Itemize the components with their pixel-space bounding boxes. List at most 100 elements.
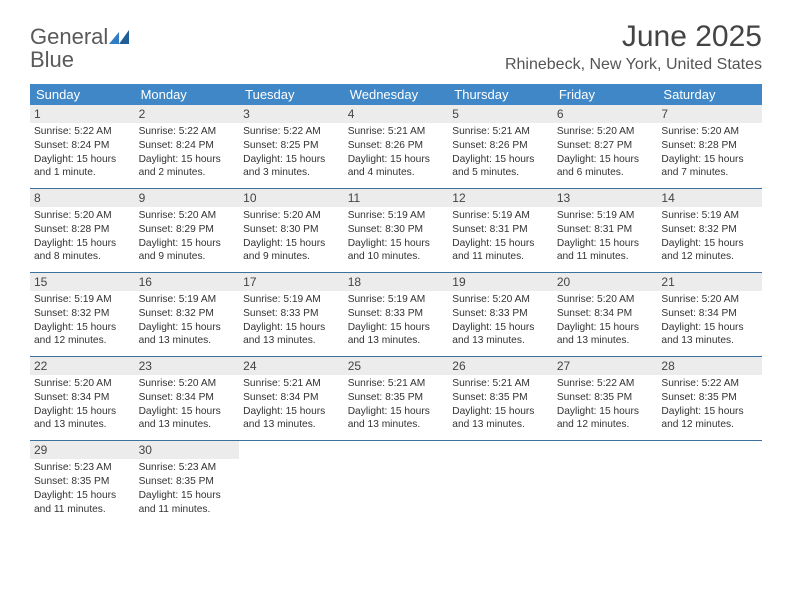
sunset-line: Sunset: 8:28 PM (661, 139, 758, 153)
day-info: Sunrise: 5:19 AMSunset: 8:32 PMDaylight:… (139, 293, 236, 348)
day-number: 30 (135, 441, 240, 459)
day-info: Sunrise: 5:22 AMSunset: 8:35 PMDaylight:… (557, 377, 654, 432)
sunrise-line: Sunrise: 5:20 AM (243, 209, 340, 223)
day-info: Sunrise: 5:20 AMSunset: 8:29 PMDaylight:… (139, 209, 236, 264)
day-number: 11 (344, 189, 449, 207)
day-number: 3 (239, 105, 344, 123)
day-cell: 25Sunrise: 5:21 AMSunset: 8:35 PMDayligh… (344, 357, 449, 434)
sunrise-line: Sunrise: 5:21 AM (452, 377, 549, 391)
daylight-line: Daylight: 15 hours and 13 minutes. (348, 321, 445, 349)
daylight-line: Daylight: 15 hours and 7 minutes. (661, 153, 758, 181)
daylight-line: Daylight: 15 hours and 11 minutes. (139, 489, 236, 517)
day-cell (657, 441, 762, 518)
day-info: Sunrise: 5:22 AMSunset: 8:24 PMDaylight:… (34, 125, 131, 180)
day-number: 5 (448, 105, 553, 123)
day-cell: 10Sunrise: 5:20 AMSunset: 8:30 PMDayligh… (239, 189, 344, 266)
sunset-line: Sunset: 8:28 PM (34, 223, 131, 237)
week-row: 29Sunrise: 5:23 AMSunset: 8:35 PMDayligh… (30, 441, 762, 524)
week-row: 8Sunrise: 5:20 AMSunset: 8:28 PMDaylight… (30, 189, 762, 273)
day-cell: 8Sunrise: 5:20 AMSunset: 8:28 PMDaylight… (30, 189, 135, 266)
day-number: 26 (448, 357, 553, 375)
sunset-line: Sunset: 8:25 PM (243, 139, 340, 153)
day-number: 15 (30, 273, 135, 291)
day-cell: 19Sunrise: 5:20 AMSunset: 8:33 PMDayligh… (448, 273, 553, 350)
daylight-line: Daylight: 15 hours and 10 minutes. (348, 237, 445, 265)
day-info: Sunrise: 5:19 AMSunset: 8:32 PMDaylight:… (661, 209, 758, 264)
daylight-line: Daylight: 15 hours and 12 minutes. (661, 237, 758, 265)
day-cell: 24Sunrise: 5:21 AMSunset: 8:34 PMDayligh… (239, 357, 344, 434)
daylight-line: Daylight: 15 hours and 5 minutes. (452, 153, 549, 181)
day-info: Sunrise: 5:21 AMSunset: 8:35 PMDaylight:… (452, 377, 549, 432)
weekday-header: Sunday (30, 84, 135, 105)
sunset-line: Sunset: 8:31 PM (557, 223, 654, 237)
day-cell: 9Sunrise: 5:20 AMSunset: 8:29 PMDaylight… (135, 189, 240, 266)
day-info: Sunrise: 5:21 AMSunset: 8:34 PMDaylight:… (243, 377, 340, 432)
daylight-line: Daylight: 15 hours and 13 minutes. (243, 321, 340, 349)
day-cell: 6 Sunrise: 5:20 AMSunset: 8:27 PMDaylight… (553, 105, 658, 182)
daylight-line: Daylight: 15 hours and 6 minutes. (557, 153, 654, 181)
week-row: 15Sunrise: 5:19 AMSunset: 8:32 PMDayligh… (30, 273, 762, 357)
day-number: 14 (657, 189, 762, 207)
sunrise-line: Sunrise: 5:22 AM (139, 125, 236, 139)
day-info: Sunrise: 5:22 AMSunset: 8:25 PMDaylight:… (243, 125, 340, 180)
day-cell: 21Sunrise: 5:20 AMSunset: 8:34 PMDayligh… (657, 273, 762, 350)
day-number: 6 (553, 105, 658, 123)
day-info: Sunrise: 5:21 AMSunset: 8:35 PMDaylight:… (348, 377, 445, 432)
daylight-line: Daylight: 15 hours and 1 minute. (34, 153, 131, 181)
weekday-header: Saturday (657, 84, 762, 105)
brand-name-a: General (30, 24, 108, 49)
day-info: Sunrise: 5:19 AMSunset: 8:30 PMDaylight:… (348, 209, 445, 264)
day-number: 13 (553, 189, 658, 207)
brand-logo: General Blue (30, 20, 129, 72)
daylight-line: Daylight: 15 hours and 4 minutes. (348, 153, 445, 181)
day-info: Sunrise: 5:19 AMSunset: 8:31 PMDaylight:… (557, 209, 654, 264)
sunset-line: Sunset: 8:27 PM (557, 139, 654, 153)
day-number: 2 (135, 105, 240, 123)
day-info: Sunrise: 5:21 AMSunset: 8:26 PMDaylight:… (348, 125, 445, 180)
sunset-line: Sunset: 8:33 PM (348, 307, 445, 321)
daylight-line: Daylight: 15 hours and 3 minutes. (243, 153, 340, 181)
daylight-line: Daylight: 15 hours and 13 minutes. (139, 405, 236, 433)
day-cell: 3 Sunrise: 5:22 AMSunset: 8:25 PMDaylight… (239, 105, 344, 182)
sunrise-line: Sunrise: 5:20 AM (139, 209, 236, 223)
day-cell: 2 Sunrise: 5:22 AMSunset: 8:24 PMDaylight… (135, 105, 240, 182)
daylight-line: Daylight: 15 hours and 2 minutes. (139, 153, 236, 181)
sunset-line: Sunset: 8:30 PM (348, 223, 445, 237)
week-row: 22Sunrise: 5:20 AMSunset: 8:34 PMDayligh… (30, 357, 762, 441)
sunset-line: Sunset: 8:26 PM (348, 139, 445, 153)
daylight-line: Daylight: 15 hours and 12 minutes. (661, 405, 758, 433)
sunrise-line: Sunrise: 5:21 AM (348, 125, 445, 139)
day-cell: 18Sunrise: 5:19 AMSunset: 8:33 PMDayligh… (344, 273, 449, 350)
page-subtitle: Rhinebeck, New York, United States (505, 56, 762, 74)
day-cell: 22Sunrise: 5:20 AMSunset: 8:34 PMDayligh… (30, 357, 135, 434)
day-cell: 16Sunrise: 5:19 AMSunset: 8:32 PMDayligh… (135, 273, 240, 350)
daylight-line: Daylight: 15 hours and 13 minutes. (452, 321, 549, 349)
daylight-line: Daylight: 15 hours and 9 minutes. (139, 237, 236, 265)
day-info: Sunrise: 5:20 AMSunset: 8:27 PMDaylight:… (557, 125, 654, 180)
day-info: Sunrise: 5:23 AMSunset: 8:35 PMDaylight:… (34, 461, 131, 516)
day-cell: 28Sunrise: 5:22 AMSunset: 8:35 PMDayligh… (657, 357, 762, 434)
sunset-line: Sunset: 8:26 PM (452, 139, 549, 153)
daylight-line: Daylight: 15 hours and 13 minutes. (452, 405, 549, 433)
sunset-line: Sunset: 8:32 PM (139, 307, 236, 321)
sunset-line: Sunset: 8:35 PM (34, 475, 131, 489)
daylight-line: Daylight: 15 hours and 13 minutes. (348, 405, 445, 433)
day-cell: 26 Sunrise: 5:21 AMSunset: 8:35 PMDayligh… (448, 357, 553, 434)
sunset-line: Sunset: 8:34 PM (557, 307, 654, 321)
sunrise-line: Sunrise: 5:22 AM (557, 377, 654, 391)
daylight-line: Daylight: 15 hours and 11 minutes. (452, 237, 549, 265)
sunset-line: Sunset: 8:35 PM (139, 475, 236, 489)
day-number: 29 (30, 441, 135, 459)
day-info: Sunrise: 5:20 AMSunset: 8:34 PMDaylight:… (661, 293, 758, 348)
sunset-line: Sunset: 8:24 PM (139, 139, 236, 153)
sunset-line: Sunset: 8:34 PM (139, 391, 236, 405)
sunrise-line: Sunrise: 5:23 AM (139, 461, 236, 475)
title-block: June 2025 Rhinebeck, New York, United St… (505, 20, 762, 74)
week-row: 1Sunrise: 5:22 AMSunset: 8:24 PMDaylight… (30, 105, 762, 189)
sunset-line: Sunset: 8:30 PM (243, 223, 340, 237)
day-cell: 15Sunrise: 5:19 AMSunset: 8:32 PMDayligh… (30, 273, 135, 350)
day-cell: 17Sunrise: 5:19 AMSunset: 8:33 PMDayligh… (239, 273, 344, 350)
sunset-line: Sunset: 8:34 PM (661, 307, 758, 321)
daylight-line: Daylight: 15 hours and 12 minutes. (34, 321, 131, 349)
sunrise-line: Sunrise: 5:20 AM (34, 377, 131, 391)
